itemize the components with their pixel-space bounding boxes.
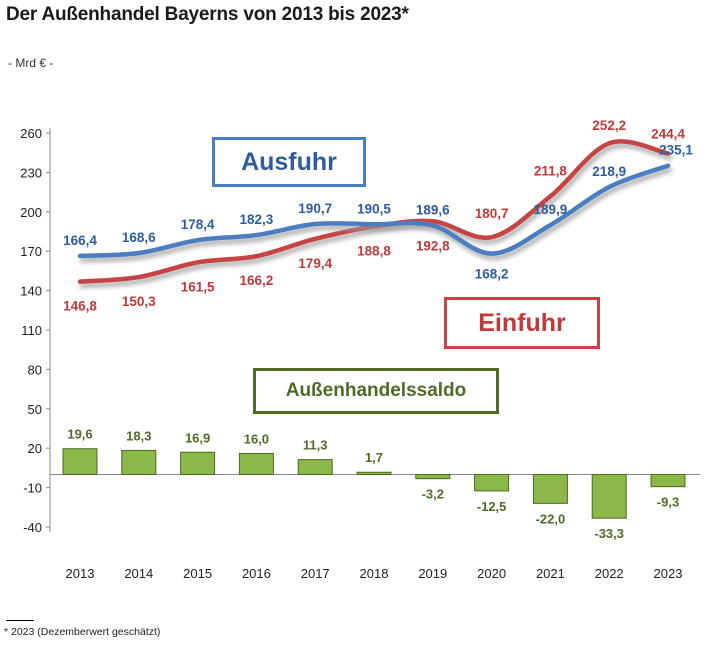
saldo-bar <box>62 448 98 475</box>
saldo-value-label: -3,2 <box>422 487 444 502</box>
ausfuhr-value-label: 168,6 <box>122 230 156 245</box>
saldo-label: Außenhandelssaldo <box>253 368 499 414</box>
x-tick-label: 2021 <box>536 566 565 581</box>
y-tick-label: 200 <box>20 205 42 220</box>
y-tick-label: 110 <box>21 323 42 338</box>
saldo-value-label: -12,5 <box>477 499 507 514</box>
ausfuhr-value-label: 235,1 <box>659 143 693 158</box>
ausfuhr-value-label: 218,9 <box>592 164 626 179</box>
einfuhr-label: Einfuhr <box>444 297 600 349</box>
einfuhr-value-label: 146,8 <box>63 299 97 314</box>
einfuhr-value-label: 211,8 <box>534 163 568 178</box>
einfuhr-value-label: 188,8 <box>357 244 391 259</box>
ausfuhr-label: Ausfuhr <box>212 137 366 187</box>
saldo-value-label: 16,0 <box>244 431 269 446</box>
saldo-bar <box>415 473 451 480</box>
footnote: * 2023 (Dezemberwert geschätzt) <box>4 626 161 638</box>
saldo-bar <box>650 473 686 488</box>
einfuhr-value-label: 161,5 <box>181 279 215 294</box>
footnote-divider <box>6 620 34 621</box>
saldo-bar <box>356 471 392 475</box>
ausfuhr-value-label: 190,7 <box>298 201 332 216</box>
x-tick-label: 2023 <box>654 566 683 581</box>
saldo-value-label: -22,0 <box>536 511 566 526</box>
saldo-value-label: 16,9 <box>185 430 210 445</box>
saldo-bar <box>591 473 627 519</box>
ausfuhr-line <box>77 163 671 259</box>
einfuhr-value-label: 252,2 <box>592 118 626 133</box>
saldo-value-label: -9,3 <box>657 495 679 510</box>
x-tick-label: 2014 <box>124 566 153 581</box>
saldo-value-label: 18,3 <box>126 428 151 443</box>
saldo-bar <box>474 473 510 492</box>
y-tick-label: 50 <box>28 402 42 417</box>
einfuhr-value-label: 166,2 <box>240 273 274 288</box>
saldo-value-label: 1,7 <box>365 450 383 465</box>
einfuhr-value-label: 179,4 <box>298 256 332 271</box>
saldo-value-label: 11,3 <box>303 438 328 453</box>
ausfuhr-value-label: 189,6 <box>416 202 450 217</box>
ausfuhr-value-label: 182,3 <box>240 212 274 227</box>
x-tick-label: 2018 <box>360 566 389 581</box>
einfuhr-value-label: 180,7 <box>475 206 509 221</box>
y-tick-label: -10 <box>23 481 42 496</box>
saldo-bar <box>238 452 274 475</box>
x-tick-label: 2022 <box>595 566 624 581</box>
y-tick-label: 170 <box>20 244 42 259</box>
y-tick-label: 230 <box>20 165 42 180</box>
saldo-bar <box>297 459 333 475</box>
x-tick-label: 2016 <box>242 566 271 581</box>
ausfuhr-line-shadow <box>79 167 673 263</box>
saldo-bar <box>180 451 216 475</box>
ausfuhr-value-label: 178,4 <box>181 217 215 232</box>
ausfuhr-value-label: 168,2 <box>475 267 509 282</box>
einfuhr-value-label: 150,3 <box>122 294 156 309</box>
saldo-bar <box>532 473 568 504</box>
x-tick-label: 2013 <box>66 566 95 581</box>
einfuhr-value-label: 244,4 <box>651 126 685 141</box>
trade-chart: 260 230 200 170 140 110 80 50 20 -10 -40 2013 2014 20… <box>20 118 700 581</box>
x-tick-label: 2017 <box>301 566 330 581</box>
saldo-value-label: 19,6 <box>67 427 92 442</box>
einfuhr-value-label: 192,8 <box>416 238 450 253</box>
chart-title: Der Außenhandel Bayerns von 2013 bis 202… <box>6 4 409 25</box>
y-tick-label: -40 <box>23 520 42 535</box>
saldo-value-label: -33,3 <box>594 526 624 541</box>
saldo-bar <box>121 449 157 475</box>
y-tick-label: 260 <box>20 126 42 141</box>
ausfuhr-value-label: 189,9 <box>534 202 568 217</box>
x-tick-label: 2015 <box>183 566 212 581</box>
x-tick-label: 2020 <box>477 566 506 581</box>
y-tick-label: 140 <box>20 284 42 299</box>
x-tick-label: 2019 <box>418 566 447 581</box>
ausfuhr-value-label: 166,4 <box>63 233 97 248</box>
y-tick-label: 80 <box>28 362 42 377</box>
unit-label: - Mrd € - <box>8 56 54 70</box>
y-tick-label: 20 <box>28 441 42 456</box>
ausfuhr-value-label: 190,5 <box>357 201 391 216</box>
